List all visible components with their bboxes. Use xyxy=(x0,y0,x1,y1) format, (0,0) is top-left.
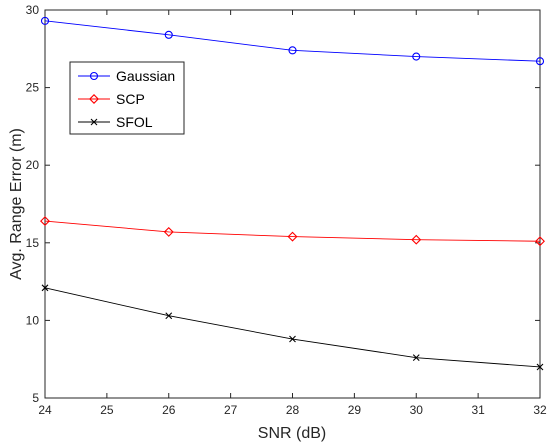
x-marker-stroke xyxy=(165,312,173,320)
x-tick-label: 28 xyxy=(286,403,300,417)
x-tick-label: 30 xyxy=(410,403,424,417)
x-tick-label: 32 xyxy=(533,403,547,417)
data-point-gaussian xyxy=(288,46,297,55)
x-marker-stroke xyxy=(412,354,420,362)
x-marker-stroke xyxy=(41,284,49,292)
data-point-sfol xyxy=(536,363,544,371)
legend-marker-scp xyxy=(89,94,99,104)
series-layer xyxy=(40,16,545,371)
legend-marker-sfol xyxy=(90,118,98,126)
data-point-gaussian xyxy=(535,57,545,66)
legend-label-gaussian: Gaussian xyxy=(116,68,175,84)
y-tick-label: 25 xyxy=(26,81,40,95)
x-tick-label: 29 xyxy=(348,403,362,417)
x-tick-label: 31 xyxy=(471,403,485,417)
data-point-gaussian xyxy=(40,16,50,25)
x-marker-stroke xyxy=(289,335,296,343)
axis-ticks: 24 25 26 27 28 29 30 31 32 5 10 15 20 25 30 xyxy=(26,3,547,417)
legend-label-scp: SCP xyxy=(116,91,145,107)
legend-label-sfol: SFOL xyxy=(116,114,153,130)
x-marker-stroke xyxy=(536,363,544,371)
y-tick-label: 30 xyxy=(26,3,40,17)
y-tick-label: 10 xyxy=(26,313,40,327)
x-marker-stroke xyxy=(90,118,98,126)
data-point-scp xyxy=(411,234,422,245)
data-point-sfol xyxy=(289,335,296,343)
legend-marker-gaussian xyxy=(89,71,99,81)
series-line-gaussian xyxy=(44,20,541,62)
x-tick-label: 27 xyxy=(224,403,238,417)
x-tick-label: 24 xyxy=(38,403,52,417)
data-point-gaussian xyxy=(164,30,173,39)
x-axis-label: SNR (dB) xyxy=(258,425,326,442)
data-point-gaussian xyxy=(412,52,421,61)
data-point-scp xyxy=(287,231,298,242)
data-point-scp xyxy=(163,226,174,237)
data-point-scp xyxy=(40,216,50,227)
y-tick-label: 15 xyxy=(26,236,40,250)
data-point-scp xyxy=(535,236,545,247)
legend: Gaussian SCP SFOL xyxy=(69,61,185,135)
data-point-sfol xyxy=(41,284,49,292)
y-axis-label: Avg. Range Error (m) xyxy=(8,128,25,280)
series-line-scp xyxy=(44,220,541,242)
x-tick-label: 25 xyxy=(100,403,114,417)
y-tick-label: 20 xyxy=(26,158,40,172)
y-tick-label: 5 xyxy=(32,391,39,405)
x-tick-label: 26 xyxy=(162,403,176,417)
data-point-sfol xyxy=(412,354,420,362)
data-point-sfol xyxy=(165,312,173,320)
